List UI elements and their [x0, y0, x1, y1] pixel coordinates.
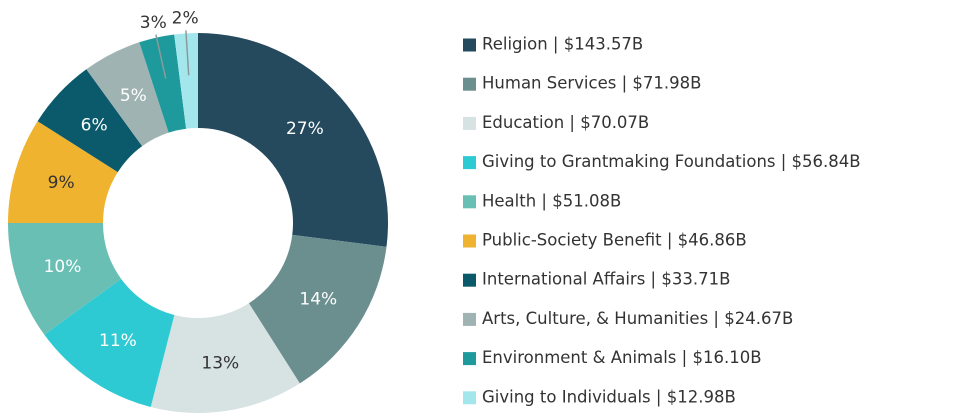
slice-label: 3%: [140, 13, 167, 33]
leader-line: [155, 34, 167, 79]
legend-swatch: [463, 391, 476, 405]
legend-label: Health | $51.08B: [482, 191, 621, 210]
legend-swatch: [463, 77, 476, 91]
slice-label: 11%: [99, 331, 137, 351]
slice-label: 9%: [48, 173, 75, 193]
slice: [8, 121, 118, 223]
legend-swatch: [463, 352, 476, 366]
legend-label: Education | $70.07B: [482, 113, 649, 132]
legend-swatch: [463, 116, 476, 130]
slice-label: 10%: [44, 257, 82, 277]
legend-swatch: [463, 38, 476, 52]
legend-label: Environment & Animals | $16.10B: [482, 348, 762, 367]
legend-swatch: [463, 156, 476, 170]
slice-label: 6%: [81, 115, 108, 135]
slice-label: 5%: [120, 86, 147, 106]
slice-label: 14%: [299, 289, 337, 309]
leader-line: [185, 30, 190, 76]
slice: [8, 223, 122, 335]
slice-label: 27%: [286, 119, 324, 139]
slice: [248, 234, 387, 384]
legend-swatch: [463, 273, 476, 287]
legend-swatch: [463, 234, 476, 248]
slice-label: 2%: [172, 8, 199, 28]
slice: [174, 33, 198, 129]
legend-swatch: [463, 312, 476, 326]
slice: [139, 34, 187, 133]
slice: [198, 33, 389, 247]
slice: [150, 303, 300, 413]
slice-label: 13%: [201, 354, 239, 374]
legend-label: Arts, Culture, & Humanities | $24.67B: [482, 309, 793, 328]
legend-label: Human Services | $71.98B: [482, 74, 701, 93]
slice: [44, 278, 175, 408]
legend-label: Public-Society Benefit | $46.86B: [482, 231, 747, 250]
legend-swatch: [463, 195, 476, 209]
legend-label: International Affairs | $33.71B: [482, 270, 730, 289]
legend-label: Giving to Individuals | $12.98B: [482, 387, 736, 406]
legend-label: Religion | $143.57B: [482, 35, 643, 54]
slice: [86, 42, 169, 147]
legend-label: Giving to Grantmaking Foundations | $56.…: [482, 152, 861, 171]
slice: [37, 69, 143, 173]
